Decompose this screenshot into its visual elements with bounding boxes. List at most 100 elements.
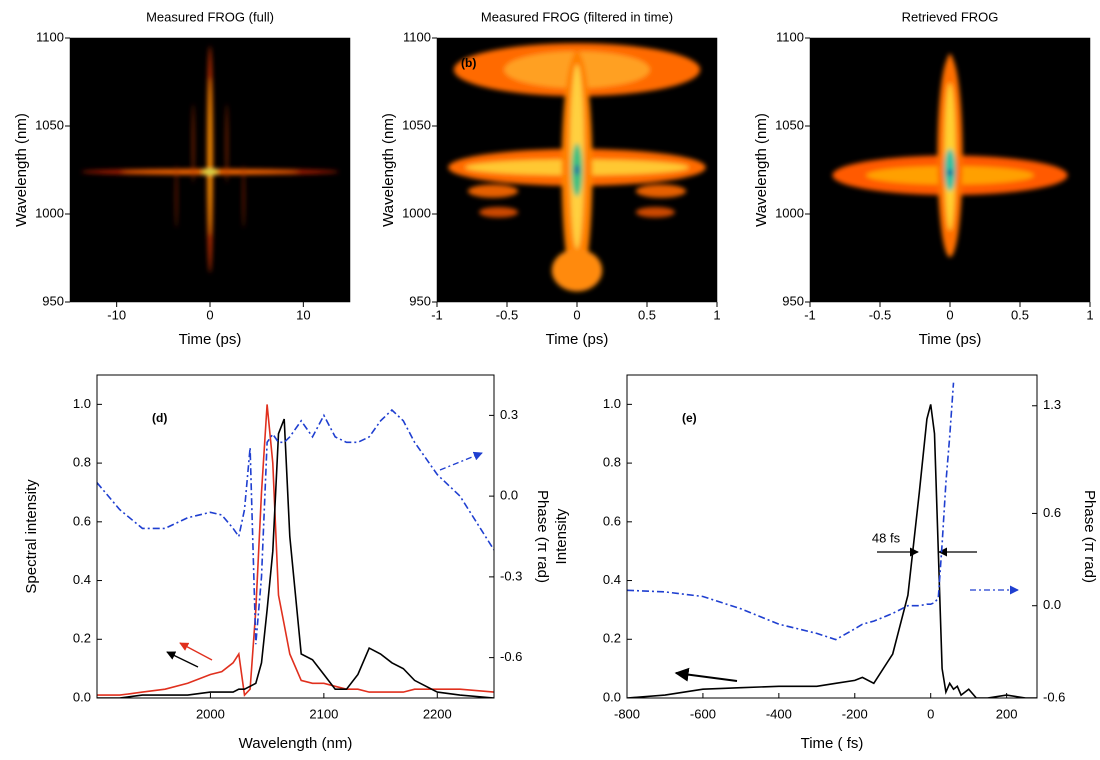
- trace-region: [574, 164, 580, 176]
- panel-label: (b): [461, 56, 476, 70]
- y-tick-label: 950: [782, 293, 804, 308]
- panel-label: (c): [834, 56, 849, 70]
- y-tick-label: 950: [42, 293, 64, 308]
- x-tick-label: -0.5: [496, 307, 518, 322]
- arrow: [674, 667, 738, 682]
- x-axis-label: Wavelength (nm): [239, 735, 353, 752]
- y2-tick-label: -0.6: [500, 649, 522, 664]
- x-tick-label: -1: [431, 307, 443, 322]
- y-tick-label: 0.6: [603, 513, 621, 528]
- annotation-arrows: [166, 451, 1019, 682]
- y-tick-label: 1050: [775, 117, 804, 132]
- y2-tick-label: 0.0: [1043, 597, 1061, 612]
- y-tick-label: 0.4: [73, 572, 91, 587]
- annotation: 48 fs: [872, 530, 901, 545]
- x-tick-label: 2100: [309, 706, 338, 721]
- x-tick-label: 0.5: [638, 307, 656, 322]
- series-line: [97, 418, 494, 698]
- panel-label: (d): [152, 411, 167, 425]
- chart-title: Measured FROG (filtered in time): [481, 9, 673, 24]
- x-axis-label: Time (ps): [179, 331, 242, 348]
- y-tick-label: 1050: [402, 117, 431, 132]
- y-tick-label: 0.8: [73, 455, 91, 470]
- y-tick-label: 1000: [402, 205, 431, 220]
- series-line: [97, 404, 494, 697]
- y2-tick-label: 0.6: [1043, 505, 1061, 520]
- x-tick-label: 1: [1086, 307, 1093, 322]
- arrow: [166, 651, 199, 668]
- trace-region: [175, 164, 178, 229]
- panel-label: (a): [94, 56, 109, 70]
- x-tick-label: 0: [573, 307, 580, 322]
- y-tick-label: 1.0: [603, 396, 621, 411]
- y-tick-label: 1.0: [73, 396, 91, 411]
- y-tick-label: 0.6: [73, 513, 91, 528]
- x-tick-label: 2000: [196, 706, 225, 721]
- x-tick-label: -1: [804, 307, 816, 322]
- trace-region: [467, 184, 519, 198]
- x-tick-label: -800: [614, 706, 640, 721]
- y-tick-label: 0.2: [603, 631, 621, 646]
- x-tick-label: 0: [206, 307, 213, 322]
- y-tick-label: 1100: [36, 29, 64, 44]
- y-tick-label: 1100: [776, 29, 804, 44]
- x-axis-label: Time (ps): [919, 331, 982, 348]
- x-tick-label: 200: [996, 706, 1018, 721]
- trace-region: [947, 169, 953, 176]
- x-tick-label: 1: [713, 307, 720, 322]
- trace-region: [207, 170, 213, 174]
- y2-axis-label: Phase (π rad): [534, 490, 551, 583]
- x-tick-label: 2200: [423, 706, 452, 721]
- trace-region: [192, 104, 195, 184]
- y-tick-label: 0.0: [73, 689, 91, 704]
- x-tick-label: -400: [766, 706, 792, 721]
- y-tick-label: 0.8: [603, 455, 621, 470]
- y2-tick-label: -0.6: [1043, 689, 1065, 704]
- y-axis-label: Wavelength (nm): [13, 113, 30, 227]
- y-tick-label: 0.4: [603, 572, 621, 587]
- x-tick-label: 0: [927, 706, 934, 721]
- x-axis-label: Time ( fs): [801, 735, 864, 752]
- chart-title: Retrieved FROG: [902, 9, 999, 24]
- frog-trace: [832, 53, 1068, 258]
- x-tick-label: 0: [946, 307, 953, 322]
- frog-trace: [448, 43, 706, 292]
- trace-region: [635, 206, 676, 218]
- trace-region: [551, 249, 603, 292]
- series-line: [627, 382, 955, 641]
- x-tick-label: -200: [842, 706, 868, 721]
- frog-trace: [81, 45, 339, 273]
- y-axis-label: Wavelength (nm): [753, 113, 770, 227]
- series-line: [627, 404, 1037, 698]
- y2-tick-label: 0.0: [500, 488, 518, 503]
- chart-title: Measured FROG (full): [146, 9, 274, 24]
- y2-tick-label: 1.3: [1043, 397, 1061, 412]
- series-line: [97, 408, 494, 645]
- trace-region: [479, 206, 519, 218]
- y-tick-label: 950: [409, 293, 431, 308]
- panel-label: (e): [682, 411, 697, 425]
- plot-frame: [96, 374, 495, 699]
- y-tick-label: 0.0: [603, 689, 621, 704]
- x-tick-label: 0.5: [1011, 307, 1029, 322]
- y-axis-label: Wavelength (nm): [380, 113, 397, 227]
- trace-region: [242, 164, 245, 229]
- x-axis-label: Time (ps): [546, 331, 609, 348]
- y-tick-label: 1000: [35, 205, 64, 220]
- x-tick-label: -10: [107, 307, 126, 322]
- y-tick-label: 1050: [35, 117, 64, 132]
- y-axis-label: Spectral intensity: [23, 479, 40, 594]
- y2-tick-label: -0.3: [500, 568, 522, 583]
- y-axis-label: Intensity: [553, 508, 570, 564]
- plot-frame: [626, 374, 1038, 699]
- y2-tick-label: 0.3: [500, 407, 518, 422]
- x-tick-label: -0.5: [869, 307, 891, 322]
- arrow: [179, 642, 213, 661]
- trace-region: [208, 77, 212, 236]
- x-tick-label: 10: [296, 307, 310, 322]
- y-tick-label: 1000: [775, 205, 804, 220]
- y2-axis-label: Phase (π rad): [1081, 490, 1098, 583]
- trace-region: [635, 184, 687, 198]
- x-tick-label: -600: [690, 706, 716, 721]
